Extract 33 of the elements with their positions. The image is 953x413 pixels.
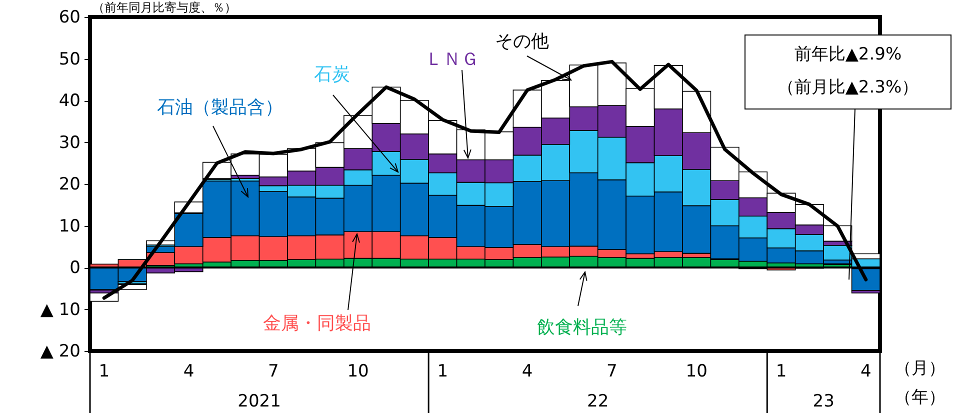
- text: 石油（製品含）: [157, 96, 283, 118]
- annotation: 前年比▲2.9%: [794, 44, 902, 65]
- x-tick-label: 4: [860, 362, 872, 382]
- text: ＬＮＧ: [425, 48, 479, 70]
- x-tick-label: 1: [437, 362, 448, 382]
- y-tick-label: ▲ 10: [40, 300, 80, 320]
- y-axis-title: （前年同月比寄与度、％）: [92, 0, 236, 14]
- x-tick-label: 7: [268, 362, 279, 382]
- y-tick-label: 50: [58, 49, 80, 70]
- x-tick-label: 10: [347, 362, 369, 382]
- text: 23: [812, 392, 834, 412]
- text: （月）: [894, 358, 946, 379]
- text: 石炭: [314, 64, 350, 85]
- legend-label: 飲食料品等: [537, 316, 627, 338]
- x-tick-label: 10: [686, 362, 708, 382]
- annotation: （前月比▲2.3%）: [777, 78, 919, 98]
- x-tick-label: 7: [606, 362, 618, 382]
- x-tick-label: 1: [776, 362, 787, 382]
- x-tick-label: 4: [183, 362, 194, 382]
- series-label: その他: [495, 30, 549, 52]
- text: 2021: [238, 392, 281, 412]
- text: 金属・同製品: [263, 312, 371, 334]
- text: 22: [587, 392, 609, 412]
- text: （年）: [894, 388, 946, 408]
- y-tick-label: 30: [58, 132, 80, 153]
- x-tick-label: 1: [98, 362, 110, 382]
- y-tick-label: 60: [58, 8, 80, 28]
- y-tick-label: 0: [70, 258, 80, 278]
- x-tick-label: 4: [522, 362, 533, 382]
- y-tick-label: 10: [58, 216, 80, 236]
- y-tick-label: 20: [58, 174, 80, 194]
- y-tick-label: ▲ 20: [40, 342, 80, 362]
- y-tick-label: 40: [58, 91, 80, 111]
